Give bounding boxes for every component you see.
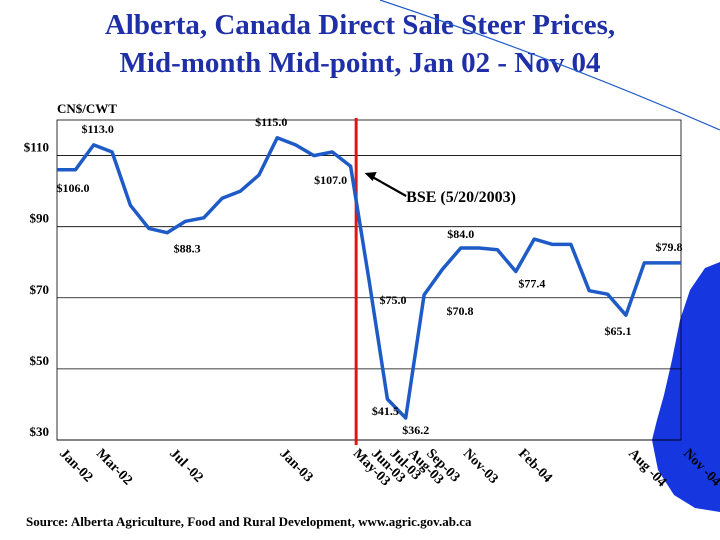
data-label: $77.4: [518, 276, 545, 290]
data-label: $36.2: [402, 423, 429, 437]
x-tick-label: Jan-03: [276, 446, 315, 485]
data-label: $115.0: [255, 115, 287, 129]
data-label: $107.0: [314, 173, 347, 187]
y-axis-label: CN$/CWT: [57, 101, 117, 116]
title-line-2: Mid-month Mid-point, Jan 02 - Nov 04: [119, 47, 601, 79]
gridlines: [56, 119, 682, 441]
annotation-text: BSE (5/20/2003): [406, 189, 516, 206]
y-tick-label: $50: [30, 353, 50, 368]
x-tick-label: Feb-04: [515, 446, 555, 486]
data-label: $106.0: [57, 181, 90, 195]
annotation-arrow-head: [364, 172, 377, 181]
title-line-1: Alberta, Canada Direct Sale Steer Prices…: [104, 9, 616, 41]
y-tick-label: $110: [24, 140, 49, 155]
data-label: $79.8: [656, 240, 683, 254]
chart-title: Alberta, Canada Direct Sale Steer Prices…: [0, 6, 720, 82]
data-label: $41.5: [372, 404, 399, 418]
decorative-arc: [379, 0, 720, 131]
y-tick-labels: $30 $50 $70 $90 $110: [24, 140, 49, 439]
y-tick-label: $30: [30, 424, 50, 439]
y-tick-label: $70: [30, 282, 50, 297]
data-label: $88.3: [174, 242, 201, 256]
data-label: $113.0: [82, 122, 114, 136]
annotations: BSE (5/20/2003): [364, 172, 516, 206]
series-line: [57, 136, 681, 420]
series-layer: [56, 136, 682, 420]
data-label: $65.1: [604, 324, 631, 338]
y-tick-label: $90: [30, 211, 50, 226]
x-tick-label: Jan-02: [56, 446, 95, 485]
data-label: $75.0: [380, 293, 407, 307]
source-note: Source: Alberta Agriculture, Food and Ru…: [26, 514, 472, 529]
data-labels: $113.0$106.0$88.3$115.0$107.0$75.0$41.5$…: [57, 115, 683, 437]
decorative-accent-shape: [652, 262, 720, 512]
x-tick-label: Mar-02: [93, 446, 135, 488]
data-label: $70.8: [447, 304, 474, 318]
x-tick-label: Nov-03: [460, 446, 501, 487]
data-label: $84.0: [447, 227, 474, 241]
x-tick-label: Jul -02: [166, 446, 205, 485]
annotation-arrow-line: [370, 175, 407, 197]
